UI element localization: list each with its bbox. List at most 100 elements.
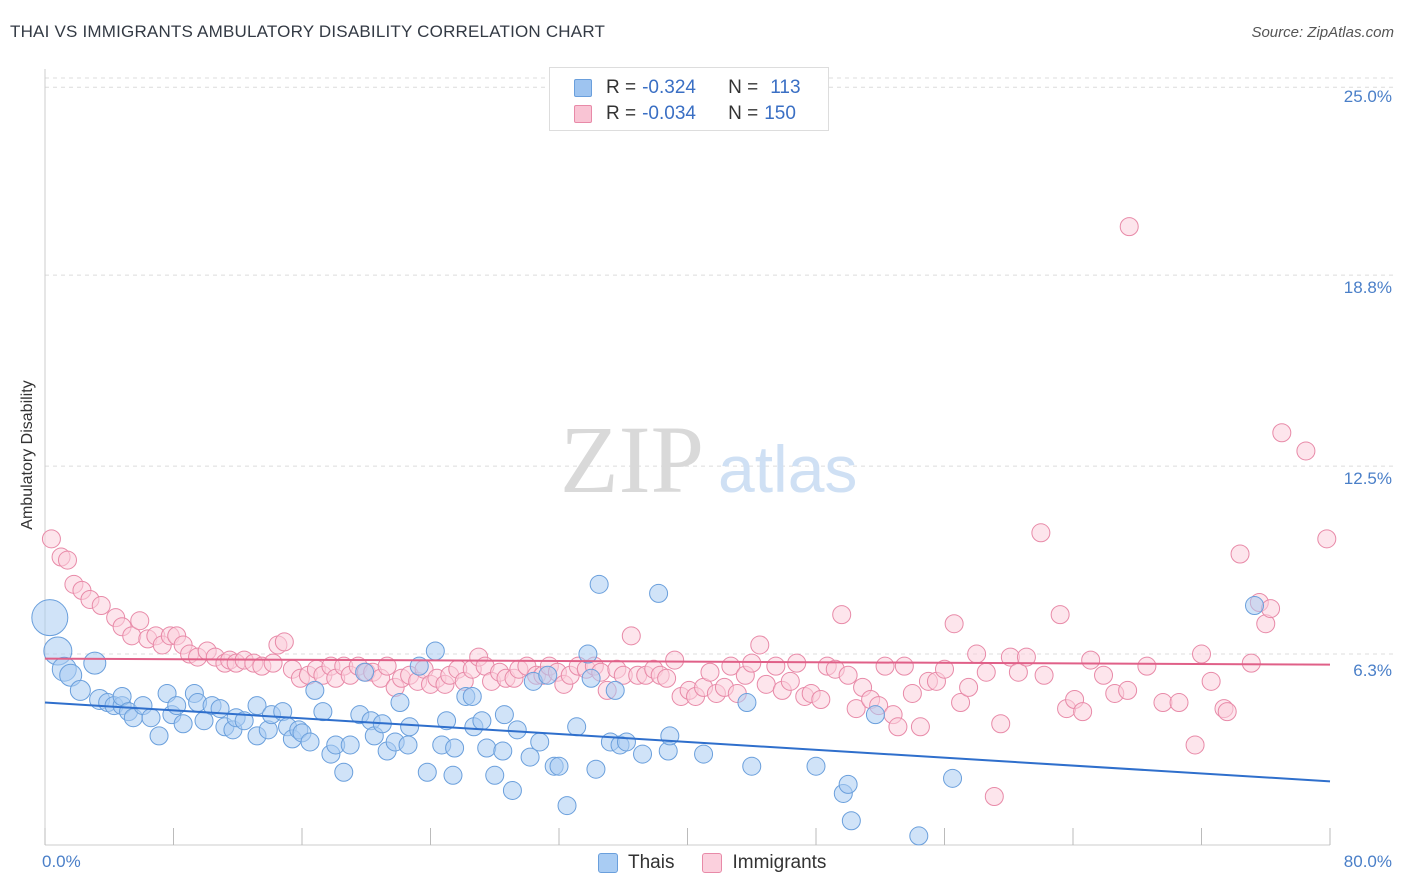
thais-point	[943, 768, 963, 788]
gridlines	[45, 77, 1395, 655]
thais-point	[806, 756, 826, 776]
legend-label-thais: Thais	[628, 852, 675, 873]
immigrants-point	[1317, 529, 1337, 549]
thais-point	[149, 726, 169, 746]
immigrants-point	[700, 662, 720, 682]
thais-point	[538, 665, 558, 685]
immigrants-point	[1081, 650, 1101, 670]
thais-point	[313, 702, 333, 722]
legend-label-immigrants: Immigrants	[732, 852, 827, 873]
immigrants-point	[1230, 544, 1250, 564]
immigrants-point	[377, 656, 397, 676]
thais-point	[437, 711, 457, 731]
thais-point	[69, 679, 91, 701]
thais-point	[334, 762, 354, 782]
immigrants-point	[959, 677, 979, 697]
thais-point	[494, 705, 514, 725]
y-axis-label: Ambulatory Disability	[19, 380, 36, 530]
thais-point	[649, 583, 669, 603]
immigrants-point	[1185, 735, 1205, 755]
thais-point	[737, 693, 757, 713]
thais-point	[909, 826, 929, 846]
y-tick-12-5: 12.5%	[1343, 469, 1392, 488]
immigrants-point	[756, 674, 776, 694]
legend-r-value: -0.034	[642, 103, 696, 124]
immigrants-point	[57, 550, 77, 570]
thais-point	[485, 765, 505, 785]
legend-n-value: 150	[764, 103, 796, 124]
thais-point	[586, 759, 606, 779]
immigrants-point	[742, 653, 762, 673]
immigrants-point	[1073, 702, 1093, 722]
thais-point	[400, 717, 420, 737]
series-legend: Thais Immigrants	[598, 852, 854, 874]
legend-swatch-immigrants	[574, 105, 592, 123]
thais-point	[462, 686, 482, 706]
stats-legend: R = -0.324 N = 113 R = -0.034 N = 150	[549, 67, 829, 131]
thais-point	[549, 756, 569, 776]
thais-point	[616, 732, 636, 752]
thais-point	[605, 680, 625, 700]
legend-swatch-thais	[574, 79, 592, 97]
series-immigrants	[41, 217, 1337, 806]
immigrants-point	[846, 699, 866, 719]
immigrants-point	[976, 662, 996, 682]
immigrants-point	[1241, 653, 1261, 673]
immigrants-point	[910, 717, 930, 737]
immigrants-trend-line	[44, 657, 1331, 666]
immigrants-point	[1137, 656, 1157, 676]
watermark-atlas: atlas	[718, 432, 857, 506]
legend-n-label: N =	[728, 103, 759, 124]
immigrants-point	[780, 671, 800, 691]
thais-point	[355, 662, 375, 682]
legend-n-value: 113	[770, 77, 801, 98]
immigrants-point	[888, 717, 908, 737]
thais-point	[472, 711, 492, 731]
immigrants-point	[902, 683, 922, 703]
immigrants-point	[894, 656, 914, 676]
immigrants-point	[1192, 644, 1211, 664]
immigrants-point	[665, 650, 685, 670]
x-tick-min: 0.0%	[42, 852, 81, 871]
thais-point	[838, 774, 858, 794]
immigrants-point	[1169, 693, 1189, 713]
legend-row-thais: R = -0.324 N = 113	[574, 76, 801, 100]
legend-r-value: -0.324	[642, 77, 696, 98]
immigrants-point	[657, 668, 677, 688]
immigrants-point	[1261, 599, 1281, 619]
immigrants-point	[1272, 423, 1292, 443]
immigrants-point	[984, 787, 1004, 806]
immigrants-point	[944, 614, 964, 634]
thais-point	[445, 738, 465, 758]
legend-n-label: N =	[728, 77, 759, 98]
thais-point	[694, 744, 714, 764]
chart-title: THAI VS IMMIGRANTS AMBULATORY DISABILITY…	[10, 22, 606, 41]
thais-point	[865, 705, 885, 725]
thais-point	[1245, 596, 1265, 616]
thais-point	[83, 651, 107, 675]
thais-point	[234, 711, 254, 731]
immigrants-point	[875, 656, 895, 676]
watermark-zip: ZIP	[560, 406, 704, 513]
legend-item-immigrants[interactable]: Immigrants	[702, 852, 826, 874]
immigrants-point	[1031, 523, 1051, 543]
immigrants-point	[838, 665, 858, 685]
thais-point	[477, 738, 497, 758]
thais-point	[557, 796, 577, 816]
immigrants-point	[991, 714, 1011, 734]
thais-point	[305, 680, 325, 700]
thais-point	[633, 744, 653, 764]
immigrants-point	[130, 611, 150, 631]
legend-swatch-immigrants	[702, 853, 723, 873]
y-tick-18-8: 18.8%	[1343, 278, 1392, 297]
thais-trend-line	[44, 701, 1331, 783]
immigrants-point	[935, 659, 954, 679]
immigrants-point	[1016, 647, 1036, 667]
y-tick-6-3: 6.3%	[1353, 661, 1392, 680]
immigrants-point	[1201, 671, 1221, 691]
legend-item-thais[interactable]: Thais	[598, 852, 674, 874]
thais-point	[300, 732, 320, 752]
immigrants-point	[1050, 605, 1070, 625]
series-thais	[31, 574, 1265, 846]
